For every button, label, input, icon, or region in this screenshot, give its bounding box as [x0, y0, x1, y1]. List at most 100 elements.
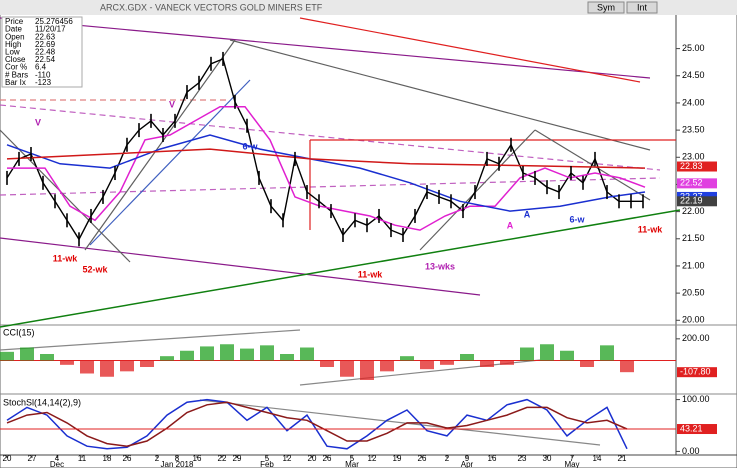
y-tick-label: 23.00 [682, 152, 705, 162]
month-label: Dec [50, 460, 64, 468]
trendline [419, 129, 536, 251]
annotation: 13-wks [425, 261, 455, 271]
cci-bar [500, 360, 514, 365]
y-tick-label: 24.50 [682, 70, 705, 80]
trendline [0, 17, 651, 79]
int-button-label[interactable]: Int [637, 2, 648, 12]
x-tick-label: 16 [488, 454, 497, 463]
x-tick-label: 18 [103, 454, 112, 463]
trendline [84, 39, 236, 251]
info-value: -123 [35, 78, 52, 87]
cci-bar [180, 350, 194, 361]
info-value: 11/20/17 [35, 25, 66, 34]
cci-bar [140, 360, 154, 367]
cci-bar [160, 356, 174, 361]
annotation: V [35, 117, 41, 127]
trendline [0, 104, 661, 171]
annotation: 52-wk [82, 264, 108, 274]
info-value: -110 [35, 70, 51, 79]
info-box-bg [1, 16, 83, 88]
y-tick-label: 21.50 [682, 233, 705, 243]
info-box: Price 25.276456 Date 11/20/17 Open 22.63 High 2… [1, 16, 83, 88]
info-label: Date [5, 25, 22, 34]
x-tick-label: 2 [155, 454, 160, 463]
price-flag-label: 22.52 [680, 178, 703, 188]
month-label: Jan 2018 [161, 460, 194, 468]
panel-title: StochSl(14,14(2),9) [3, 397, 81, 407]
price-flag [677, 178, 717, 189]
x-tick-label: 14 [593, 454, 602, 463]
cci-bar [540, 344, 554, 361]
cci-bar [260, 345, 274, 361]
cci-bar [380, 360, 394, 372]
x-tick-label: 22 [218, 454, 227, 463]
info-label: Open [5, 32, 25, 41]
trendline [229, 39, 651, 151]
cci-bar [120, 360, 134, 372]
month-label: Feb [260, 460, 274, 468]
x-tick-label: 9 [465, 454, 470, 463]
x-tick-label: 26 [123, 454, 132, 463]
price-flag-label: 43.21 [680, 423, 703, 433]
title-bar [0, 0, 737, 15]
x-tick-label: 19 [393, 454, 402, 463]
y-tick-label: 22.00 [682, 206, 705, 216]
info-value: 22.48 [35, 48, 56, 57]
cci-bar [60, 360, 74, 365]
annotation: 11-wk [53, 253, 79, 263]
annotation: 11-wk [358, 269, 384, 279]
cci-bar [360, 360, 374, 380]
cci-bar [620, 360, 634, 373]
chart-title: ARCX.GDX - VANECK VECTORS GOLD MINERS ET… [100, 2, 323, 12]
price-flag [677, 424, 717, 435]
x-tick-label: 26 [418, 454, 427, 463]
price-flag-label: 22.83 [680, 161, 703, 171]
annotation: 6-w [242, 141, 258, 151]
price-flag-label: -107.80 [680, 367, 711, 377]
price-flag [677, 367, 717, 378]
cci-bar [320, 360, 334, 367]
x-tick-label: 4 [55, 454, 60, 463]
trendline [0, 209, 681, 328]
int-button[interactable] [626, 1, 658, 14]
cci-bar [560, 350, 574, 361]
month-label: Apr [461, 460, 474, 468]
cci-bar [280, 354, 294, 361]
info-value: 22.54 [35, 55, 56, 64]
info-value: 22.63 [35, 32, 56, 41]
trendline [89, 79, 251, 246]
sym-button-label[interactable]: Sym [597, 2, 615, 12]
cci-bar [460, 354, 474, 361]
y-tick-label: 25.00 [682, 43, 705, 53]
x-tick-label: 11 [78, 454, 87, 463]
x-tick-label: 20 [308, 454, 317, 463]
y-tick-label: 21.00 [682, 260, 705, 270]
cci-bar [440, 360, 454, 365]
sym-button[interactable] [587, 1, 625, 14]
x-tick-label: 5 [265, 454, 270, 463]
x-tick-label: 26 [323, 454, 332, 463]
annotation: 11-wk [638, 224, 664, 234]
series-line [6, 148, 646, 169]
x-tick-label: 23 [518, 454, 527, 463]
info-label: Price [5, 17, 24, 26]
x-tick-label: 7 [570, 454, 575, 463]
info-label: Bar Ix [5, 78, 26, 87]
series-line [6, 134, 646, 212]
x-tick-label: 8 [175, 454, 180, 463]
cci-bar [20, 347, 34, 361]
cci-bar [400, 356, 414, 361]
info-label: Cor % [5, 63, 27, 72]
price-flag [677, 196, 717, 207]
x-tick-label: 20 [3, 454, 12, 463]
cci-bar [240, 348, 254, 361]
x-tick-label: 12 [283, 454, 292, 463]
trendline [0, 177, 661, 196]
cci-bar [200, 346, 214, 361]
cci-bar [420, 360, 434, 370]
annotation: V [169, 99, 175, 109]
info-value: 22.69 [35, 40, 56, 49]
cci-bar [80, 360, 94, 374]
